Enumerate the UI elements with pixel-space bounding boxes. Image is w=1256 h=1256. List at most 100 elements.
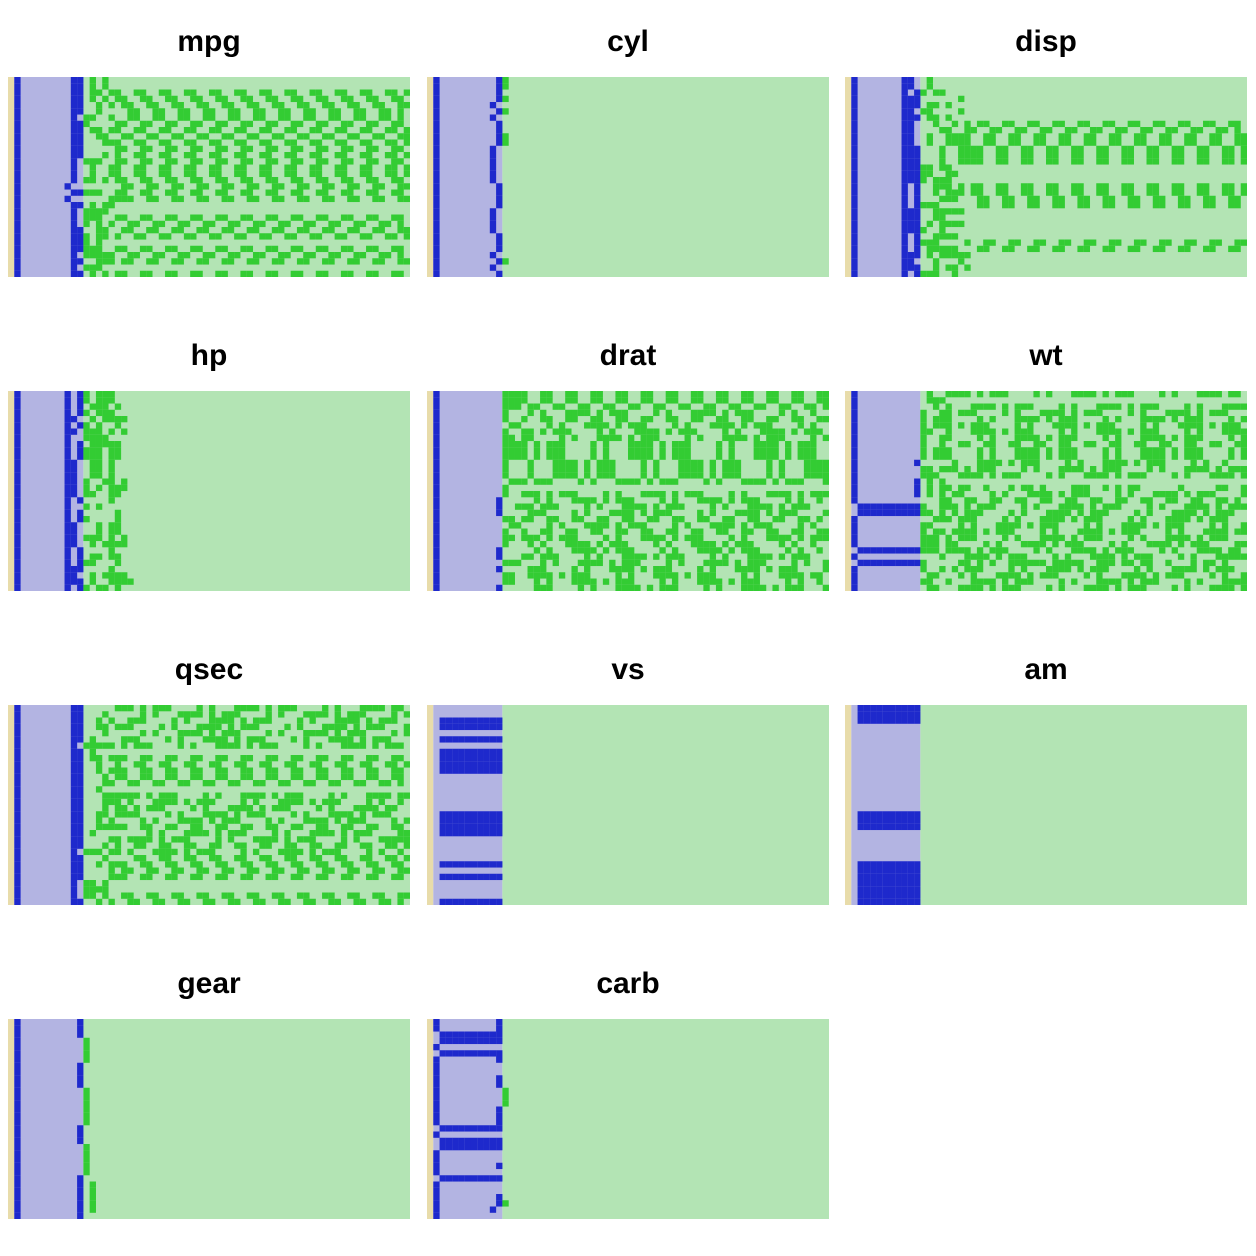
bit-cell xyxy=(741,409,748,417)
bit-cell xyxy=(445,767,453,774)
bit-cell xyxy=(296,102,304,109)
bit-cell xyxy=(14,584,21,591)
bit-cell xyxy=(158,830,166,837)
bit-cell xyxy=(202,830,210,837)
bit-cell xyxy=(353,195,360,203)
bit-cell xyxy=(1027,484,1034,492)
bit-cell xyxy=(989,453,996,460)
bit-cell xyxy=(634,441,641,448)
bit-cell xyxy=(901,227,908,234)
bit-cell xyxy=(95,786,103,793)
bit-cell xyxy=(433,409,440,417)
bit-cell xyxy=(77,867,84,874)
bit-cell xyxy=(77,817,84,824)
bit-cell xyxy=(628,434,635,442)
sign-region xyxy=(845,77,852,277)
bit-cell xyxy=(870,898,877,905)
bit-cell xyxy=(1002,547,1009,554)
bit-cell xyxy=(296,120,304,128)
bit-cell xyxy=(127,195,134,203)
bit-cell xyxy=(851,158,858,165)
bit-cell xyxy=(901,239,908,246)
bit-cell xyxy=(259,792,266,799)
bit-cell xyxy=(108,755,115,762)
bit-cell xyxy=(816,459,823,467)
bit-cell xyxy=(791,559,798,567)
bit-cell xyxy=(1184,534,1191,542)
bit-cell xyxy=(139,730,147,737)
bit-cell xyxy=(240,855,247,862)
bit-cell xyxy=(901,189,908,196)
bit-cell xyxy=(870,886,877,893)
bit-cell xyxy=(83,1169,90,1176)
bit-cell xyxy=(108,566,115,573)
bit-cell xyxy=(1027,447,1034,454)
bit-cell xyxy=(1089,133,1097,140)
bit-cell xyxy=(246,823,254,831)
bit-cell xyxy=(816,547,823,554)
bit-cell xyxy=(328,133,335,140)
bit-cell xyxy=(502,441,509,448)
bit-cell xyxy=(1165,572,1172,579)
bit-cell xyxy=(640,391,647,398)
panel-title: gear xyxy=(177,967,241,1000)
bit-cell xyxy=(139,177,147,184)
bit-cell xyxy=(1184,434,1191,442)
bit-cell xyxy=(797,447,804,454)
bit-cell xyxy=(366,177,373,184)
bit-cell xyxy=(70,108,78,115)
bit-cell xyxy=(791,541,798,548)
bitmap-plot xyxy=(8,1019,410,1219)
bit-cell xyxy=(433,1150,440,1157)
bit-cell xyxy=(759,559,767,567)
bit-cell xyxy=(227,723,235,731)
bit-cell xyxy=(397,114,404,121)
bit-cell xyxy=(83,397,90,404)
bit-cell xyxy=(914,491,921,498)
bit-cell xyxy=(70,578,78,585)
bit-cell xyxy=(1221,509,1229,517)
bit-cell xyxy=(77,391,84,398)
bit-cell xyxy=(133,805,140,812)
bit-cell xyxy=(1196,145,1204,153)
bit-cell xyxy=(95,447,103,454)
bit-cell xyxy=(857,503,864,510)
bit-cell xyxy=(464,1144,472,1151)
bit-cell xyxy=(252,780,260,787)
bit-cell xyxy=(121,428,128,435)
bit-cell xyxy=(1221,528,1229,535)
bit-cell xyxy=(697,541,704,548)
bit-cell xyxy=(177,108,184,115)
bit-cell xyxy=(165,158,172,165)
bit-cell xyxy=(378,133,385,140)
bit-cell xyxy=(1234,391,1241,398)
bit-cell xyxy=(64,528,71,535)
bit-cell xyxy=(196,195,203,203)
bit-cell xyxy=(489,264,497,271)
bit-cell xyxy=(64,428,71,435)
bit-cell xyxy=(822,391,829,398)
bit-cell xyxy=(489,717,497,724)
bit-cell xyxy=(315,89,323,96)
bit-cell xyxy=(146,270,153,277)
bit-cell xyxy=(882,717,890,724)
bit-cell xyxy=(766,428,773,435)
bit-cell xyxy=(951,189,959,196)
bit-cell xyxy=(190,139,197,146)
bit-cell xyxy=(315,245,323,253)
bit-cell xyxy=(114,823,122,831)
bit-cell xyxy=(353,114,360,121)
bit-cell xyxy=(1152,453,1160,460)
bit-cell xyxy=(822,397,829,404)
bit-cell xyxy=(1014,572,1021,579)
bit-cell xyxy=(785,447,792,454)
bit-cell xyxy=(609,472,616,479)
bit-cell xyxy=(527,503,534,510)
bit-cell xyxy=(778,403,786,410)
bit-cell xyxy=(215,792,222,799)
bit-cell xyxy=(114,559,122,567)
bit-cell xyxy=(209,152,216,159)
bit-cell xyxy=(89,736,96,743)
bit-cell xyxy=(234,830,241,837)
bit-cell xyxy=(95,434,103,442)
